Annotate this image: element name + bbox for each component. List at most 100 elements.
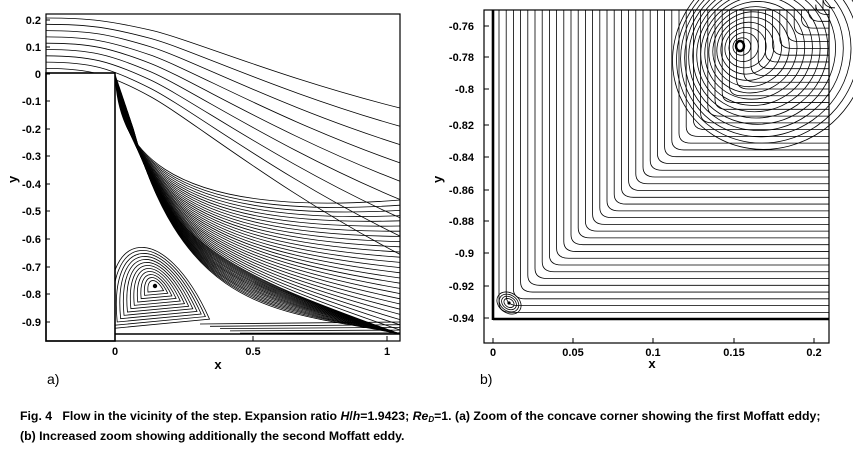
panel-a-step-block <box>45 72 116 342</box>
eddy-loop-a <box>133 268 181 306</box>
eddy-loop-b <box>700 0 813 106</box>
streamline-a <box>45 61 401 237</box>
streamline-b <box>808 10 829 22</box>
panel-b-y-tick-label: -0.94 <box>449 313 475 325</box>
streamline-b <box>527 10 829 286</box>
eddy-loop-b <box>692 0 829 119</box>
panel-b-x-tick-label: 0.15 <box>723 347 744 359</box>
panel-b-y-tick-label: -0.9 <box>455 248 474 260</box>
streamline-b <box>664 10 829 158</box>
panel-a-frame <box>45 13 401 342</box>
panel-a-y-tick-label: -0.1 <box>22 96 41 108</box>
panel-b: -0.76 -0.78 -0.8 -0.82 -0.84 -0.86 -0.88 -0.9 -0… <box>430 0 853 387</box>
streamline-b <box>599 10 829 219</box>
streamline-b <box>714 10 829 110</box>
panel-a-y-tick-label: 0.1 <box>26 42 41 54</box>
streamline-b <box>642 10 829 178</box>
panel-a-label: a) <box>47 371 59 387</box>
streamline-a <box>209 324 401 327</box>
panel-a-y-tick-label: -0.6 <box>22 234 41 246</box>
eddy-loop-b <box>704 1 806 100</box>
streamline-b <box>801 10 829 29</box>
streamline-b <box>534 10 829 279</box>
panel-a-y-tick-label: -0.9 <box>22 317 41 329</box>
eddy-center-b-small <box>507 301 511 305</box>
caption-ratio: =1.9423; <box>360 409 413 423</box>
eddy-loop-b <box>732 37 752 56</box>
eddy-loop-b <box>696 0 821 113</box>
panel-b-y-tick-label: -0.8 <box>455 84 474 96</box>
panel-a-y-tick-label: -0.4 <box>22 179 42 191</box>
streamline-b <box>657 10 829 164</box>
eddy-loop-b <box>720 21 775 75</box>
streamline-b <box>613 10 829 205</box>
panel-a-x-ticks: 0 0.5 1 <box>112 336 390 358</box>
panel-a: 0.2 0.1 0 -0.1 -0.2 -0.3 -0.4 -0.5 -0.6 -0.7 -0.8 -… <box>5 13 401 387</box>
panel-b-x-axis-label: x <box>648 356 656 371</box>
eddy-loop-a <box>136 271 177 303</box>
streamline-b <box>757 10 829 70</box>
streamline-a <box>45 17 401 109</box>
eddy-loop-b <box>676 0 853 144</box>
streamline-b <box>621 10 829 198</box>
caption-D: D <box>428 415 435 424</box>
eddy-loop-a <box>129 265 186 310</box>
streamline-b <box>570 10 829 246</box>
figure-canvas: 0.20.10-0.1-0.2-0.3-0.4-0.5-0.6-0.7-0.8-… <box>5 0 853 387</box>
eddy-loop-b <box>712 11 790 88</box>
streamline-a <box>219 327 401 329</box>
eddy-loop-a <box>126 262 190 313</box>
panel-b-y-tick-label: -0.86 <box>449 185 474 197</box>
streamline-b <box>541 10 829 273</box>
eddy-loop-b <box>684 0 844 131</box>
panel-b-x-tick-label: 0.2 <box>806 347 821 359</box>
streamline-a <box>45 42 401 182</box>
panel-b-y-tick-label: -0.84 <box>449 152 475 164</box>
eddy-center-b <box>734 39 746 53</box>
eddy-loop-b <box>672 0 853 150</box>
streamline-a <box>45 30 401 145</box>
panel-b-y-tick-label: -0.76 <box>449 21 474 33</box>
streamline-a <box>199 321 401 325</box>
streamline-b <box>592 10 829 225</box>
eddy-loop-a <box>119 256 198 320</box>
eddy-loop-b <box>680 0 852 138</box>
streamline-a <box>132 127 401 335</box>
streamline-a <box>45 49 401 200</box>
streamline-b <box>563 10 829 252</box>
streamline-b <box>585 10 829 232</box>
panel-a-y-tick-label: 0 <box>35 69 41 81</box>
eddy-loop-a <box>147 280 165 293</box>
streamline-b <box>729 10 829 97</box>
panel-a-y-tick-label: -0.5 <box>22 206 41 218</box>
eddy-loop-b <box>728 32 759 62</box>
panel-b-frame <box>483 9 830 344</box>
panel-b-streamlines <box>496 0 853 315</box>
panel-a-y-tick-label: -0.8 <box>22 289 41 301</box>
caption-re-value: =1. <box>434 409 452 423</box>
eddy-loop-b-small <box>498 293 520 313</box>
panel-b-x-tick-label: 0.05 <box>562 347 583 359</box>
caption-Re: Re <box>412 409 429 423</box>
panel-a-y-axis-label: y <box>5 175 20 183</box>
streamline-b <box>815 4 829 15</box>
caption-text-1: Flow in the vicinity of the step. Expans… <box>62 409 341 423</box>
streamline-b <box>822 0 836 10</box>
streamline-b <box>556 10 829 259</box>
caption-H: H <box>340 409 350 423</box>
streamline-a <box>45 23 401 127</box>
streamline-b <box>700 10 829 124</box>
streamline-b <box>736 10 829 90</box>
eddy-loop-a <box>122 259 194 316</box>
eddy-loop-b <box>708 6 798 94</box>
figure-caption: Fig. 4 Flow in the vicinity of the step.… <box>20 408 836 444</box>
panel-a-x-tick-label: 0 <box>112 346 118 358</box>
streamline-b <box>772 10 829 56</box>
caption-slash: / <box>349 409 353 423</box>
eddy-loop-b-small <box>496 291 522 315</box>
streamline-b <box>685 10 829 137</box>
panel-b-y-tick-label: -0.82 <box>449 120 474 132</box>
panel-a-x-axis-label: x <box>214 357 222 372</box>
streamline-b <box>649 10 829 171</box>
eddy-loop-b <box>724 27 767 69</box>
